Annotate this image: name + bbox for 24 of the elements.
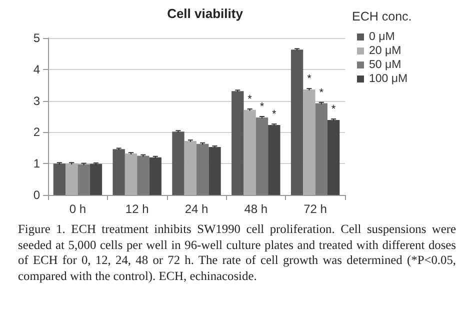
x-tick-label: 24 h [184,202,208,216]
x-tick-label: 48 h [244,202,268,216]
data-label: * [248,93,253,106]
data-label: * [272,108,278,120]
data-label: * [260,100,265,113]
legend-label: 50 μM [369,59,402,71]
caption: Figure 1. ECH treatment inhibits SW1990 cell proliferation. Cell suspensions were seeded at 5,000 cells per well in 96-well culture plates and treated with different doses of ECH for 0, 12, 24, 48 or 72 h. The rate of cell growth was determined (*P<0.05, compared with the control). ECH, echinacoside. [18,222,456,284]
data-label: * [331,103,336,116]
x-tick-label: 12 h [125,202,149,216]
y-tick-label: 3 [33,94,40,108]
x-tick-label: 72 h [304,202,327,216]
chart-title: Cell viability [167,6,244,21]
data-label: * [307,72,312,85]
legend-label: 20 μM [369,45,402,57]
y-tick-label: 4 [33,62,40,76]
legend-title: ECH conc. [352,10,412,24]
x-tick-label: 0 h [69,202,86,216]
y-tick-label: 2 [33,125,40,140]
legend-label: 100 μM [369,73,408,85]
y-tick-label: 1 [33,156,40,171]
data-label: * [319,86,324,99]
y-tick-label: 0 [33,188,40,202]
y-tick-label: 5 [33,31,40,45]
legend-label: 0 μM [369,31,395,43]
